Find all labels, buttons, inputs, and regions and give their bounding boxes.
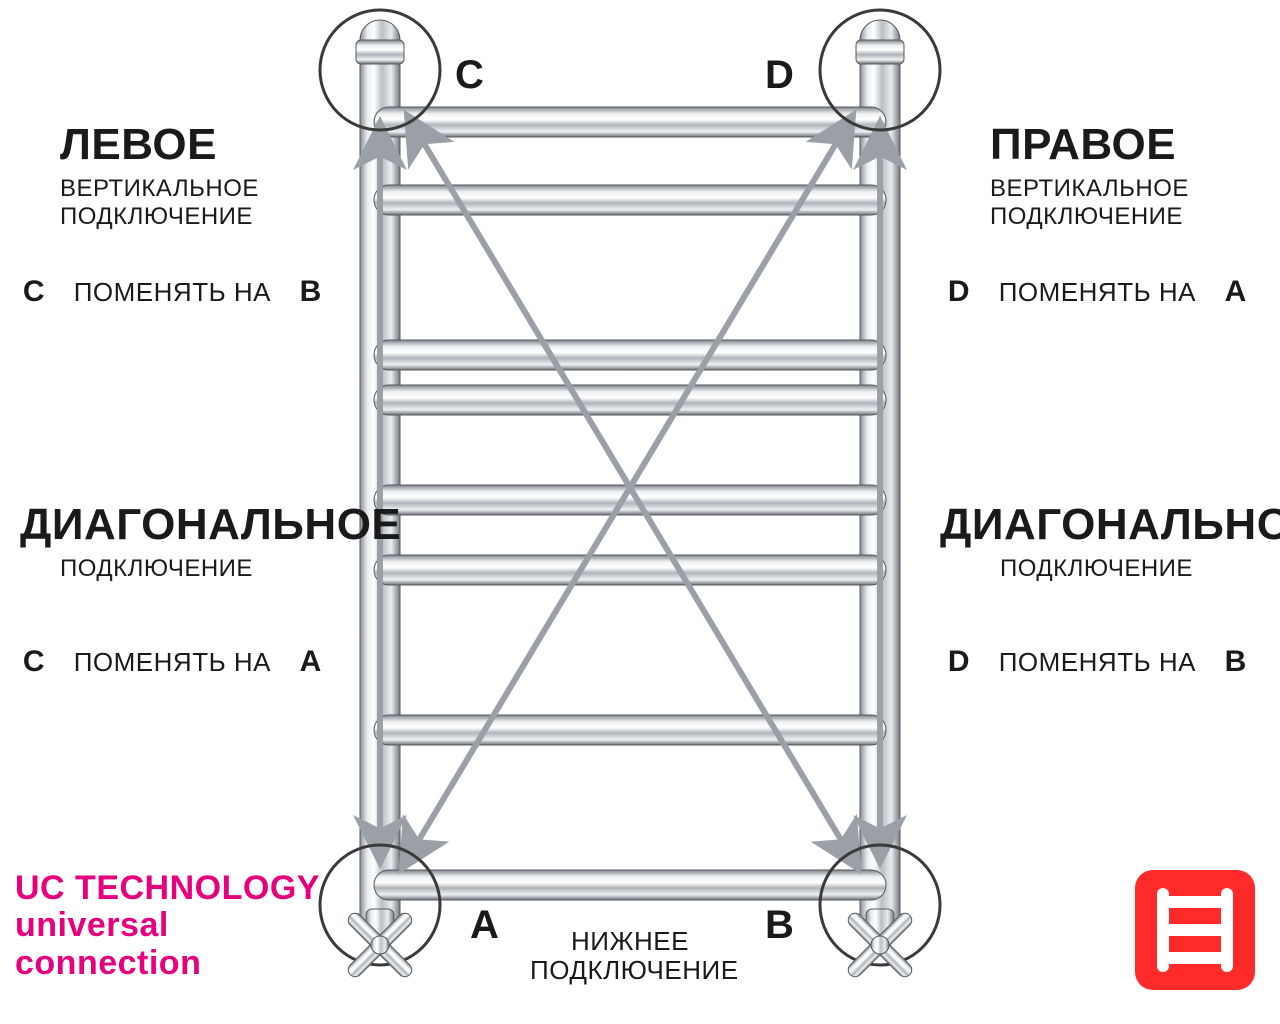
left-diagonal-heading: ДИАГОНАЛЬНОЕ [20, 500, 401, 550]
left-vertical-heading: ЛЕВОЕ [60, 120, 217, 170]
point-label-b: B [765, 903, 794, 948]
left-diagonal-swap: C ПОМЕНЯТЬ НА A [20, 645, 325, 679]
left-diagonal-sub: ПОДКЛЮЧЕНИЕ [60, 555, 253, 583]
point-label-c: C [455, 53, 484, 98]
left-vertical-sub: ВЕРТИКАЛЬНОЕПОДКЛЮЧЕНИЕ [60, 175, 259, 230]
right-diagonal-swap: D ПОМЕНЯТЬ НА B [945, 645, 1250, 679]
right-diagonal-sub: ПОДКЛЮЧЕНИЕ [1000, 555, 1193, 583]
left-vertical-swap: C ПОМЕНЯТЬ НА B [20, 275, 325, 309]
ladder-icon [1135, 870, 1255, 990]
point-label-a: A [470, 903, 499, 948]
brand-uc-technology: UC TECHNOLOGY universal connection [15, 870, 320, 982]
bottom-connection-label: НИЖНЕЕПОДКЛЮЧЕНИЕ [530, 927, 730, 984]
right-vertical-sub: ВЕРТИКАЛЬНОЕПОДКЛЮЧЕНИЕ [990, 175, 1189, 230]
right-diagonal-heading: ДИАГОНАЛЬНОЕ [940, 500, 1280, 550]
right-vertical-heading: ПРАВОЕ [990, 120, 1176, 170]
right-vertical-swap: D ПОМЕНЯТЬ НА A [945, 275, 1250, 309]
point-label-d: D [765, 53, 794, 98]
